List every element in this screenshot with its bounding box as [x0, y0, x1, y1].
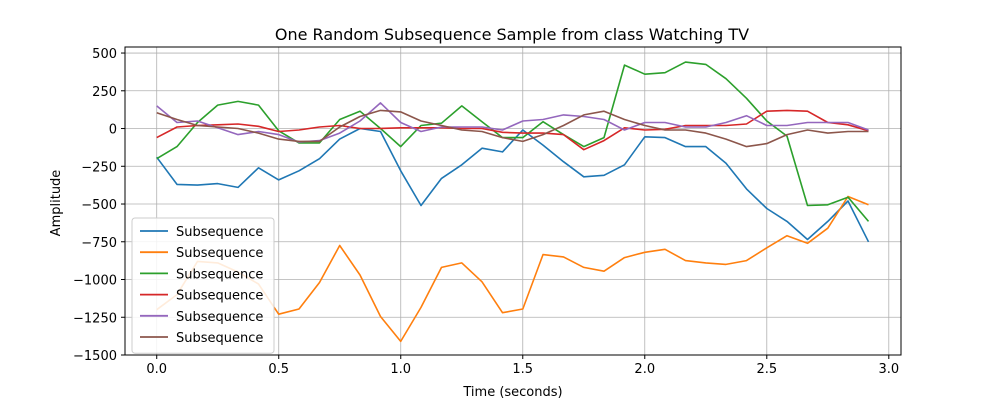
series-lines [156, 61, 870, 343]
legend-label: Subsequence [176, 246, 263, 261]
y-tick-label: −1000 [73, 274, 117, 289]
x-tick-label: 0.5 [268, 362, 289, 377]
series-line-2 [156, 195, 869, 343]
x-tick-label: 3.0 [878, 362, 899, 377]
y-tick-label: −250 [81, 160, 117, 175]
legend: Subsequence Subsequence Subsequence Subsequ… [131, 217, 275, 354]
x-tick-label: 1.5 [512, 362, 533, 377]
y-tick-label: 500 [92, 47, 117, 62]
series-line-4 [156, 109, 869, 151]
plot-frame [124, 46, 902, 356]
y-tick-label: 250 [92, 85, 117, 100]
series-line-5 [156, 102, 869, 143]
x-tick-label: 0.0 [146, 362, 167, 377]
series-line-3 [156, 61, 870, 222]
legend-label: Subsequence [176, 310, 263, 325]
legend-label: Subsequence [176, 267, 263, 282]
y-axis-label: Amplitude [49, 170, 64, 237]
series-line-6 [156, 109, 869, 148]
chart-title: One Random Subsequence Sample from class… [275, 25, 749, 44]
axis-ticks: 0.0 0.5 1.0 1.5 2.0 2.5 3.0 500 250 0 −250 −500 −750… [73, 47, 899, 377]
y-tick-label: −1500 [73, 349, 117, 364]
y-tick-label: −500 [81, 198, 117, 213]
x-tick-label: 1.0 [390, 362, 411, 377]
series-line-1 [156, 127, 870, 243]
y-tick-label: −1250 [73, 311, 117, 326]
legend-label: Subsequence [176, 225, 263, 240]
y-tick-label: 0 [109, 123, 117, 138]
y-tick-label: −750 [81, 236, 117, 251]
x-axis-label: Time (seconds) [462, 385, 562, 400]
x-tick-label: 2.0 [634, 362, 655, 377]
legend-label: Subsequence [176, 331, 263, 346]
legend-label: Subsequence [176, 289, 263, 304]
x-tick-label: 2.5 [756, 362, 777, 377]
